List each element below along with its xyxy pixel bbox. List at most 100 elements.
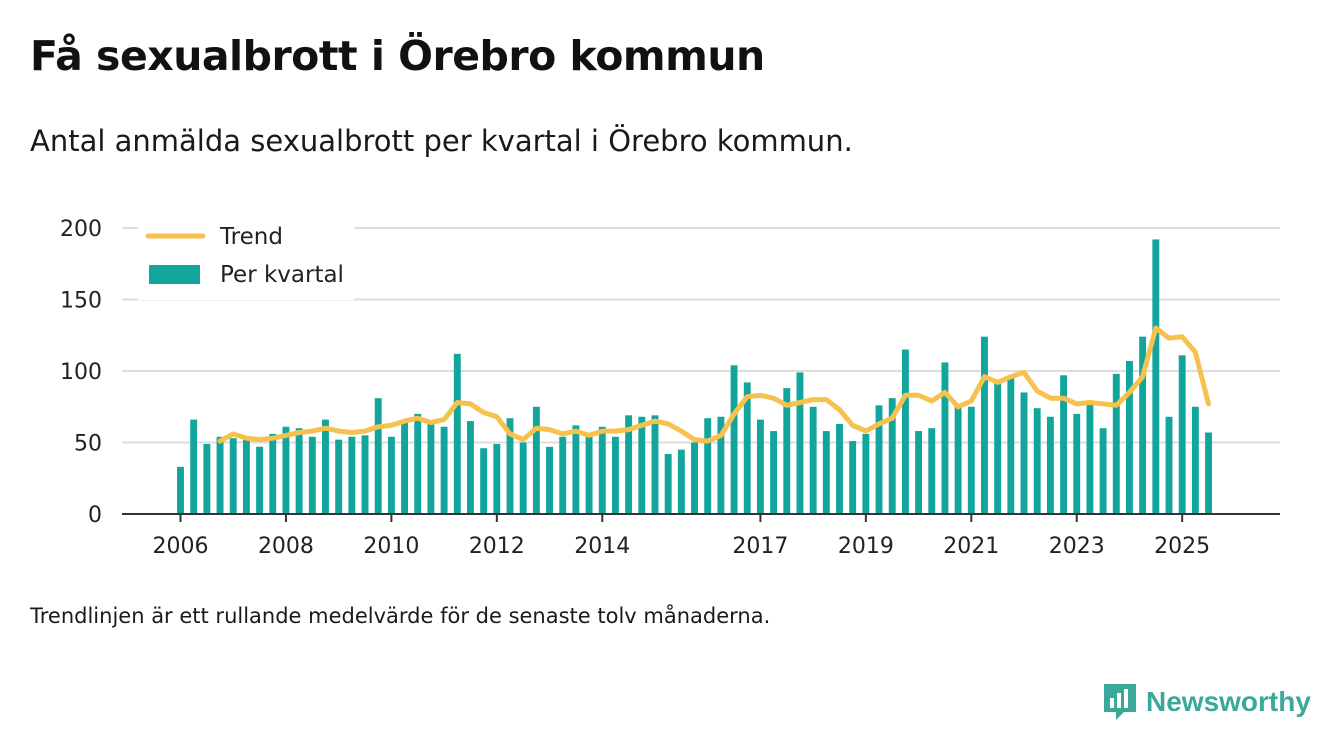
bar (625, 415, 633, 514)
bar (809, 406, 817, 514)
bar (374, 398, 382, 514)
bar (756, 419, 764, 514)
bar (427, 423, 435, 514)
x-tick-label: 2014 (574, 534, 630, 559)
chart-subtitle: Antal anmälda sexualbrott per kvartal i … (30, 124, 853, 158)
page-title: Få sexualbrott i Örebro kommun (30, 32, 765, 80)
bar (506, 418, 514, 514)
trend-line (217, 325, 1211, 444)
bar (836, 423, 843, 514)
y-tick-label: 150 (60, 289, 102, 314)
footnote: Trendlinjen är ett rullande medelvärde f… (30, 604, 771, 628)
legend-bar-label: Per kvartal (220, 262, 344, 288)
bar (704, 418, 712, 514)
bar (559, 436, 567, 514)
legend-trend-label: Trend (219, 224, 283, 250)
bar (1020, 392, 1028, 514)
bar (915, 431, 923, 514)
bar (717, 416, 725, 514)
x-tick-label: 2012 (469, 534, 525, 559)
bar (387, 436, 395, 514)
bar (256, 446, 264, 514)
bar (532, 406, 540, 514)
bar (282, 426, 290, 514)
bar (1165, 416, 1173, 514)
bar (664, 453, 672, 514)
bar (677, 449, 685, 514)
x-tick-label: 2006 (153, 534, 209, 559)
bar (269, 433, 277, 514)
bar (730, 365, 738, 514)
bar (177, 466, 184, 514)
bar (638, 416, 646, 514)
bar (453, 353, 461, 514)
bar (941, 362, 949, 514)
bar (796, 372, 804, 514)
bar (967, 406, 975, 514)
bar (361, 435, 369, 514)
bar (1191, 406, 1199, 514)
bar (1046, 416, 1054, 514)
bar (295, 428, 303, 514)
bar (216, 436, 224, 514)
bar (1060, 375, 1068, 514)
bar (1139, 336, 1147, 514)
bar (1007, 378, 1015, 514)
bar (862, 433, 870, 514)
x-tick-label: 2019 (838, 534, 894, 559)
bar (322, 419, 329, 514)
x-tick-label: 2017 (732, 534, 788, 559)
bar (1126, 360, 1133, 514)
bar (1205, 432, 1212, 514)
x-tick-label: 2023 (1049, 534, 1105, 559)
bar (611, 436, 619, 514)
brand-name: Newsworthy (1146, 686, 1311, 717)
bar (1178, 355, 1186, 514)
bar (783, 388, 791, 514)
bar (335, 439, 343, 514)
bar (981, 336, 988, 514)
x-tick-label: 2010 (363, 534, 419, 559)
newsworthy-logo-icon (1104, 684, 1136, 720)
bar (519, 442, 527, 514)
bar (651, 415, 659, 514)
bar (849, 441, 857, 514)
bar (348, 436, 356, 514)
trend-series (217, 325, 1211, 444)
bar (743, 382, 751, 514)
bar (928, 428, 936, 514)
bar (440, 426, 448, 514)
bar (598, 426, 606, 514)
bar (480, 448, 488, 514)
bar (901, 349, 909, 514)
bar (190, 419, 198, 514)
bar (229, 438, 237, 514)
bar (1099, 428, 1107, 514)
bar (1112, 373, 1120, 514)
bar (203, 443, 211, 514)
bar (770, 431, 778, 514)
bar (822, 431, 830, 514)
bar (888, 398, 896, 514)
bar (585, 433, 593, 514)
bar (493, 443, 501, 514)
bar (467, 421, 474, 514)
bar (1086, 402, 1094, 514)
bar (572, 425, 580, 514)
legend-bar-swatch (149, 265, 200, 284)
y-tick-label: 0 (88, 503, 102, 528)
bar (1073, 413, 1081, 514)
bar (401, 422, 409, 514)
bar (691, 442, 698, 514)
chart: 0 50 100 150 200 2006 2008 2010 2012 2014 2017 201… (60, 217, 1280, 559)
y-tick-label: 100 (60, 360, 102, 385)
bar (242, 439, 250, 514)
bar (1033, 408, 1041, 514)
y-tick-label: 200 (60, 217, 102, 242)
bar (546, 446, 553, 514)
bar-series (177, 239, 1212, 514)
legend-background (138, 218, 354, 300)
bar (1152, 239, 1160, 514)
x-tick-label: 2008 (258, 534, 314, 559)
brand-logo[interactable]: Newsworthy (1102, 682, 1311, 722)
